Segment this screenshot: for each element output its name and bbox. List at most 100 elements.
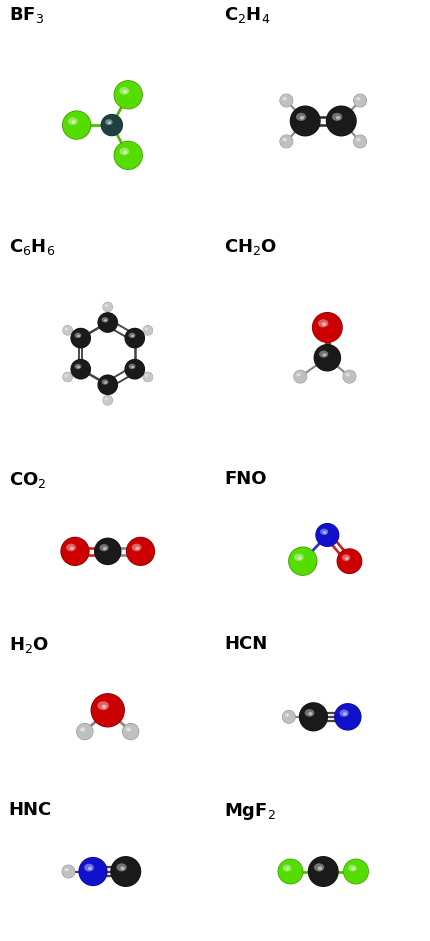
- Ellipse shape: [116, 863, 126, 871]
- Ellipse shape: [344, 373, 349, 376]
- Ellipse shape: [312, 312, 341, 343]
- Ellipse shape: [341, 554, 350, 561]
- Ellipse shape: [304, 710, 313, 717]
- Ellipse shape: [122, 724, 138, 740]
- Ellipse shape: [295, 373, 300, 376]
- Ellipse shape: [313, 344, 340, 372]
- Ellipse shape: [325, 105, 356, 136]
- Ellipse shape: [71, 328, 90, 348]
- Ellipse shape: [279, 94, 292, 107]
- Ellipse shape: [61, 537, 89, 566]
- Ellipse shape: [344, 557, 348, 560]
- Ellipse shape: [63, 372, 72, 382]
- Ellipse shape: [104, 304, 108, 307]
- Ellipse shape: [317, 867, 322, 870]
- Ellipse shape: [63, 111, 90, 139]
- Ellipse shape: [321, 323, 326, 326]
- Ellipse shape: [101, 379, 108, 385]
- Ellipse shape: [355, 137, 360, 141]
- Ellipse shape: [318, 350, 328, 358]
- Text: CO$_2$: CO$_2$: [9, 470, 46, 490]
- Ellipse shape: [124, 359, 145, 379]
- Ellipse shape: [70, 359, 91, 379]
- Text: MgF$_2$: MgF$_2$: [224, 801, 276, 821]
- Text: BF$_3$: BF$_3$: [9, 5, 44, 24]
- Ellipse shape: [114, 81, 142, 109]
- Ellipse shape: [102, 395, 113, 406]
- Ellipse shape: [144, 375, 148, 377]
- Ellipse shape: [70, 547, 74, 550]
- Ellipse shape: [98, 312, 117, 332]
- Ellipse shape: [322, 353, 326, 357]
- Ellipse shape: [62, 372, 73, 382]
- Ellipse shape: [299, 703, 327, 731]
- Ellipse shape: [104, 319, 107, 322]
- Ellipse shape: [146, 328, 147, 330]
- Ellipse shape: [286, 714, 288, 716]
- Ellipse shape: [66, 869, 68, 870]
- Ellipse shape: [104, 381, 107, 384]
- Ellipse shape: [313, 344, 340, 371]
- Ellipse shape: [282, 865, 291, 871]
- Ellipse shape: [279, 94, 292, 107]
- Ellipse shape: [104, 398, 108, 400]
- Ellipse shape: [82, 728, 84, 731]
- Ellipse shape: [71, 120, 76, 124]
- Ellipse shape: [353, 135, 366, 148]
- Ellipse shape: [315, 523, 338, 547]
- Ellipse shape: [142, 372, 153, 382]
- Ellipse shape: [71, 359, 90, 379]
- Ellipse shape: [114, 141, 142, 169]
- Ellipse shape: [99, 544, 108, 551]
- Text: C$_2$H$_4$: C$_2$H$_4$: [224, 5, 270, 24]
- Ellipse shape: [60, 536, 89, 566]
- Ellipse shape: [123, 151, 127, 154]
- Ellipse shape: [97, 312, 118, 333]
- Ellipse shape: [355, 97, 360, 101]
- Ellipse shape: [95, 538, 120, 565]
- Text: C$_6$H$_6$: C$_6$H$_6$: [9, 237, 55, 258]
- Ellipse shape: [282, 710, 295, 724]
- Ellipse shape: [106, 305, 107, 307]
- Ellipse shape: [98, 375, 117, 394]
- Ellipse shape: [339, 710, 348, 717]
- Ellipse shape: [298, 702, 327, 731]
- Ellipse shape: [295, 113, 306, 120]
- Ellipse shape: [97, 375, 118, 395]
- Ellipse shape: [88, 867, 92, 870]
- Ellipse shape: [64, 868, 69, 871]
- Ellipse shape: [111, 856, 140, 886]
- Ellipse shape: [94, 537, 121, 566]
- Ellipse shape: [288, 547, 316, 576]
- Ellipse shape: [342, 858, 368, 885]
- Ellipse shape: [143, 326, 152, 335]
- Ellipse shape: [279, 135, 292, 148]
- Ellipse shape: [68, 118, 77, 125]
- Ellipse shape: [299, 116, 304, 120]
- Ellipse shape: [120, 867, 124, 870]
- Text: CH$_2$O: CH$_2$O: [224, 237, 277, 258]
- Ellipse shape: [80, 727, 85, 731]
- Ellipse shape: [319, 529, 327, 534]
- Ellipse shape: [317, 319, 328, 327]
- Ellipse shape: [333, 703, 361, 730]
- Ellipse shape: [293, 370, 306, 383]
- Ellipse shape: [290, 106, 319, 136]
- Ellipse shape: [125, 328, 144, 348]
- Ellipse shape: [281, 710, 295, 724]
- Ellipse shape: [336, 549, 362, 574]
- Ellipse shape: [357, 98, 359, 100]
- Ellipse shape: [114, 141, 142, 170]
- Ellipse shape: [101, 115, 122, 136]
- Ellipse shape: [285, 868, 289, 870]
- Ellipse shape: [131, 335, 134, 337]
- Ellipse shape: [103, 547, 107, 550]
- Ellipse shape: [322, 531, 326, 534]
- Ellipse shape: [125, 359, 144, 379]
- Ellipse shape: [131, 366, 134, 368]
- Ellipse shape: [293, 370, 307, 384]
- Ellipse shape: [77, 724, 93, 740]
- Ellipse shape: [297, 375, 299, 376]
- Ellipse shape: [125, 727, 131, 731]
- Ellipse shape: [283, 139, 285, 141]
